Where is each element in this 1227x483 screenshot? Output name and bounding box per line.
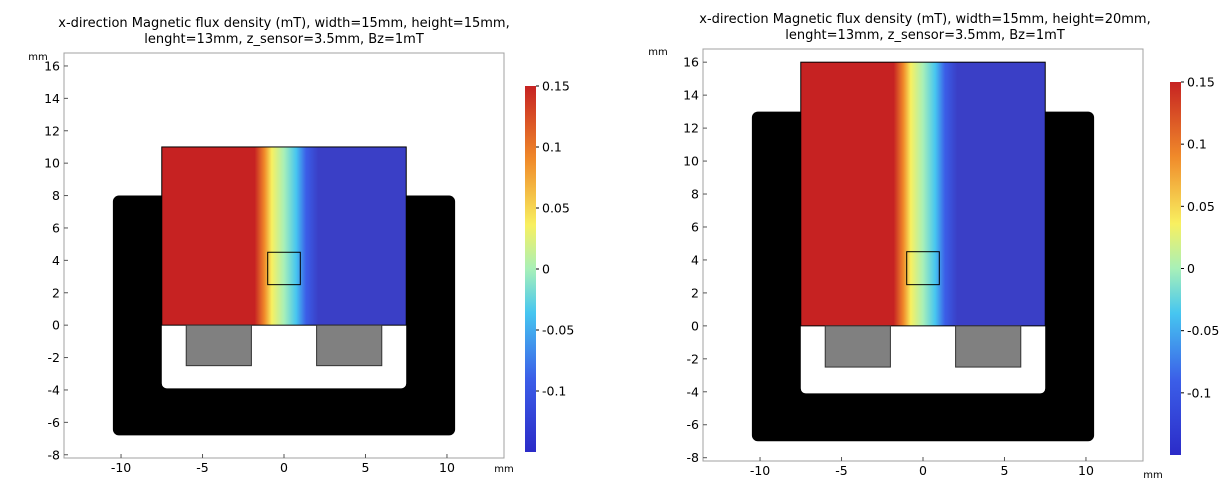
y-axis-unit: mm: [648, 47, 667, 58]
x-tick-label: 10: [439, 460, 455, 475]
colorbar-tick-label: -0.05: [542, 323, 574, 338]
x-tick-label: 0: [919, 463, 927, 478]
colorbar-ticks: 0.15 0.1 0.05 0 -0.05 -0.1: [536, 79, 574, 399]
y-tick-label: 8: [691, 187, 699, 202]
coil-2: [955, 325, 1022, 368]
y-tick-label: -2: [687, 351, 699, 366]
plot-geometry: [751, 61, 1095, 442]
coil-1: [185, 324, 252, 367]
x-axis-unit: mm: [494, 464, 513, 475]
field-plot-height-20: x-direction Magnetic flux density (mT), …: [648, 12, 1219, 481]
plot-geometry: [112, 146, 456, 436]
y-axis-unit: mm: [28, 52, 47, 63]
colorbar: [525, 86, 536, 452]
colorbar-tick-label: -0.1: [542, 384, 566, 399]
colorbar-tick-label: 0.1: [542, 140, 562, 155]
y-tick-label: -6: [687, 417, 700, 432]
y-tick-label: -2: [48, 350, 60, 365]
y-tick-label: -8: [48, 447, 61, 462]
y-tick-label: 12: [683, 121, 699, 136]
y-tick-label: 16: [683, 55, 699, 70]
y-axis-ticks: -8 -6 -4 -2 0 2 4 6 8 10 12 14 16: [683, 55, 707, 465]
colorbar-tick-label: -0.05: [1187, 323, 1219, 338]
y-tick-label: -6: [48, 415, 61, 430]
y-tick-label: 4: [691, 252, 699, 267]
x-tick-label: -5: [196, 460, 208, 475]
y-tick-label: 4: [52, 253, 60, 268]
y-tick-label: 2: [691, 285, 699, 300]
x-axis-unit: mm: [1143, 470, 1162, 479]
y-tick-label: 12: [44, 123, 60, 138]
y-tick-label: 0: [691, 318, 699, 333]
field-plot-height-15: x-direction Magnetic flux density (mT), …: [28, 16, 574, 475]
y-tick-label: 14: [44, 91, 60, 106]
y-tick-label: 16: [44, 58, 60, 73]
colorbar-tick-label: 0.05: [1187, 199, 1215, 214]
colorbar-tick-label: 0.15: [1187, 75, 1215, 90]
colorbar-tick-label: 0: [1187, 261, 1195, 276]
x-tick-label: -5: [835, 463, 847, 478]
colorbar-tick-label: 0.15: [542, 79, 570, 94]
y-tick-label: 10: [44, 156, 60, 171]
colorbar-tick-label: -0.1: [1187, 385, 1211, 400]
coil-1: [824, 325, 891, 368]
y-tick-label: 6: [52, 220, 60, 235]
x-tick-label: -10: [750, 463, 770, 478]
x-axis-ticks: -10 -5 0 5 10: [111, 454, 455, 475]
field-heatmap: [161, 146, 407, 326]
x-tick-label: 5: [362, 460, 370, 475]
colorbar: [1170, 82, 1181, 455]
y-tick-label: 2: [52, 285, 60, 300]
x-axis-ticks: -10 -5 0 5 10: [750, 457, 1094, 478]
y-axis-ticks: -8 -6 -4 -2 0 2 4 6 8 10 12 14 16: [44, 58, 68, 462]
y-tick-label: 8: [52, 188, 60, 203]
x-tick-label: 0: [280, 460, 288, 475]
colorbar-tick-label: 0.05: [542, 201, 570, 216]
plot-title-line-2: lenght=13mm, z_sensor=3.5mm, Bz=1mT: [144, 32, 424, 47]
y-tick-label: 14: [683, 88, 699, 103]
y-tick-label: 10: [683, 154, 699, 169]
plot-title-line-1: x-direction Magnetic flux density (mT), …: [58, 16, 509, 31]
x-tick-label: 10: [1078, 463, 1094, 478]
plot-title-line-1: x-direction Magnetic flux density (mT), …: [699, 12, 1150, 27]
sensor-box: [906, 251, 940, 286]
coil-2: [316, 324, 383, 367]
colorbar-tick-label: 0: [542, 262, 550, 277]
colorbar-ticks: 0.15 0.1 0.05 0 -0.05 -0.1: [1181, 75, 1219, 400]
x-tick-label: -10: [111, 460, 131, 475]
colorbar-tick-label: 0.1: [1187, 137, 1207, 152]
field-heatmap: [800, 61, 1046, 327]
y-tick-label: 0: [52, 318, 60, 333]
y-tick-label: 6: [691, 219, 699, 234]
plot-title-line-2: lenght=13mm, z_sensor=3.5mm, Bz=1mT: [785, 28, 1065, 43]
y-tick-label: -4: [48, 382, 61, 397]
x-tick-label: 5: [1001, 463, 1009, 478]
y-tick-label: -4: [687, 384, 700, 399]
y-tick-label: -8: [687, 450, 700, 465]
sensor-box: [267, 251, 301, 286]
